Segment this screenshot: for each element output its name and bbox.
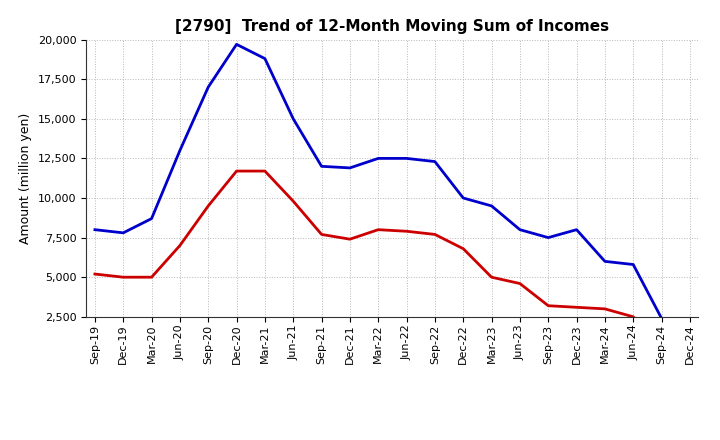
Net Income [544, 303, 552, 308]
Ordinary Income [261, 56, 269, 61]
Ordinary Income [176, 148, 184, 153]
Line: Net Income: Net Income [95, 171, 662, 345]
Ordinary Income [91, 227, 99, 232]
Title: [2790]  Trend of 12-Month Moving Sum of Incomes: [2790] Trend of 12-Month Moving Sum of I… [176, 19, 609, 34]
Net Income [459, 246, 467, 251]
Net Income [233, 169, 241, 174]
Ordinary Income [629, 262, 637, 267]
Ordinary Income [516, 227, 524, 232]
Ordinary Income [657, 316, 666, 321]
Ordinary Income [487, 203, 496, 209]
Ordinary Income [346, 165, 354, 171]
Ordinary Income [119, 230, 127, 235]
Ordinary Income [148, 216, 156, 221]
Ordinary Income [204, 84, 212, 90]
Net Income [289, 198, 297, 204]
Ordinary Income [431, 159, 439, 164]
Ordinary Income [318, 164, 326, 169]
Ordinary Income [572, 227, 581, 232]
Net Income [431, 232, 439, 237]
Net Income [176, 243, 184, 248]
Net Income [402, 229, 411, 234]
Ordinary Income [374, 156, 382, 161]
Net Income [374, 227, 382, 232]
Line: Ordinary Income: Ordinary Income [95, 44, 662, 319]
Ordinary Income [459, 195, 467, 201]
Y-axis label: Amount (million yen): Amount (million yen) [19, 113, 32, 244]
Net Income [91, 271, 99, 277]
Ordinary Income [233, 42, 241, 47]
Ordinary Income [289, 116, 297, 121]
Net Income [148, 275, 156, 280]
Net Income [516, 281, 524, 286]
Net Income [204, 203, 212, 209]
Net Income [261, 169, 269, 174]
Ordinary Income [600, 259, 609, 264]
Net Income [572, 304, 581, 310]
Net Income [346, 237, 354, 242]
Net Income [657, 343, 666, 348]
Net Income [600, 306, 609, 312]
Ordinary Income [402, 156, 411, 161]
Net Income [119, 275, 127, 280]
Ordinary Income [544, 235, 552, 240]
Net Income [318, 232, 326, 237]
Net Income [487, 275, 496, 280]
Net Income [629, 314, 637, 319]
